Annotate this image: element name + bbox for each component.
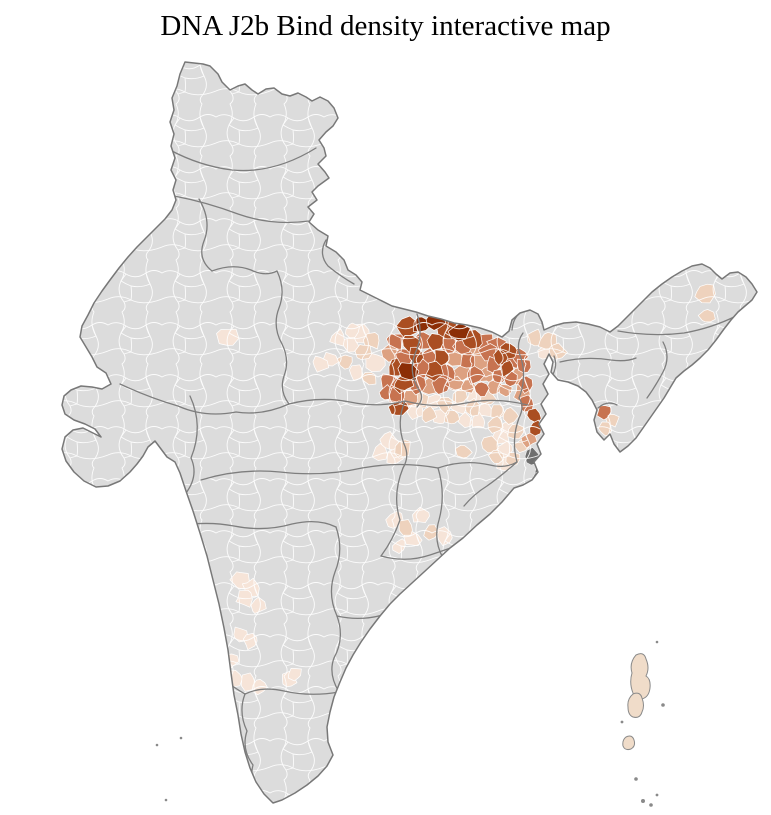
islet-dot	[655, 640, 659, 644]
district-blob[interactable]	[210, 647, 226, 663]
nicobar-islet-dot	[649, 803, 653, 807]
lakshadweep-islet-dot	[155, 743, 159, 747]
lakshadweep-islet-dot	[164, 798, 168, 802]
islet-dot	[661, 703, 665, 707]
nicobar-islet-dot	[641, 799, 645, 803]
page-title: DNA J2b Bind density interactive map	[160, 10, 611, 42]
district-blob[interactable]	[212, 663, 230, 680]
lakshadweep-islet-dot	[179, 736, 183, 740]
andaman-island-north[interactable]	[630, 653, 651, 700]
islet-dot	[620, 720, 624, 724]
district-blob[interactable]	[207, 621, 223, 636]
district-boundaries-mesh	[62, 62, 757, 803]
lakshadweep-islands	[155, 736, 183, 802]
little-andaman-island[interactable]	[622, 735, 636, 751]
nicobar-islet-dot	[655, 793, 659, 797]
andaman-nicobar-islands	[620, 640, 665, 807]
nicobar-islet-dot	[634, 777, 638, 781]
andaman-island-south[interactable]	[627, 692, 644, 718]
district-blob[interactable]	[186, 625, 194, 635]
